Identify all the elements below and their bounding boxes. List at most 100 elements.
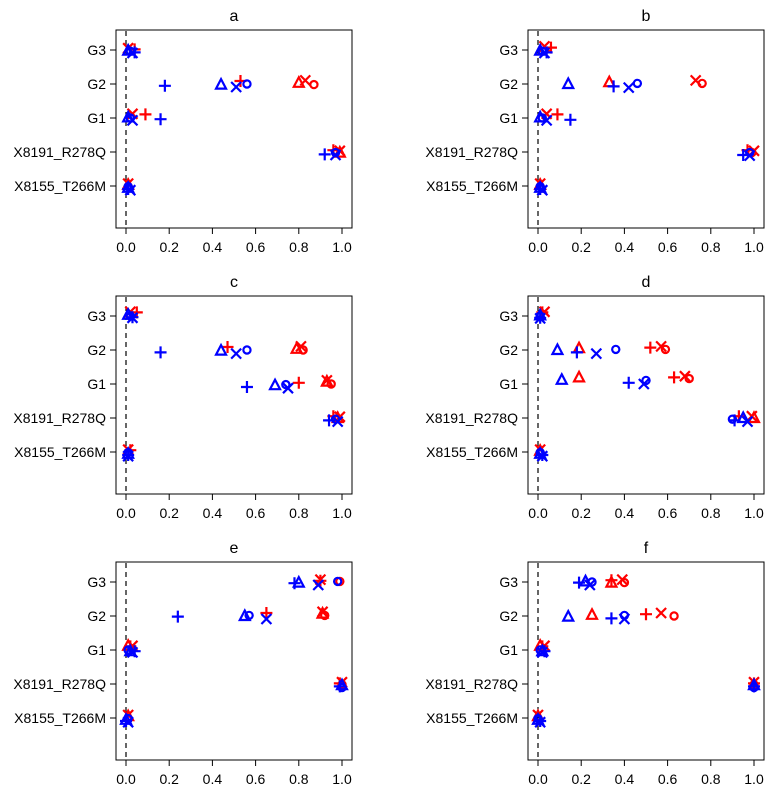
x-tick-label: 1.0 (744, 239, 764, 255)
chart-panel-d: d G3 G2 G1 X8191_R278Q X8155_T266M 0.0 0.2 0.4 0.… (425, 274, 765, 521)
y-tick-label: X8191_R278Q (425, 410, 518, 426)
x-tick-label: 0.6 (658, 505, 678, 521)
data-point-blue-triangle (561, 76, 576, 90)
data-point-red-plus (644, 341, 657, 354)
data-point-blue-cross (622, 81, 635, 94)
data-point-blue-cross (124, 184, 137, 196)
x-tick-label: 0.2 (571, 505, 591, 521)
data-point-blue-cross (536, 450, 549, 462)
data-point-blue-plus (622, 376, 635, 389)
data-point-red-triangle (572, 369, 586, 383)
x-tick-label: 0.2 (159, 239, 179, 255)
data-point-red-triangle (604, 574, 619, 588)
chart-panel-b: b G3 G2 G1 X8191_R278Q X8155_T266M 0.0 0.2 0.4 0.… (425, 8, 765, 255)
y-tick-label: G2 (499, 342, 518, 358)
data-point-blue-triangle (291, 574, 306, 588)
data-point-blue-cross (584, 579, 596, 591)
y-tick-label: X8155_T266M (426, 178, 518, 194)
data-point-red-cross (655, 340, 667, 353)
y-tick-label: G3 (499, 574, 518, 590)
data-point-blue-cross (126, 47, 139, 59)
data-point-blue-circle (727, 414, 738, 424)
x-tick-label: 1.0 (744, 505, 764, 521)
x-tick-label: 0.8 (289, 239, 309, 255)
data-point-blue-plus (538, 645, 551, 658)
data-point-red-plus (668, 371, 681, 384)
data-point-blue-cross (260, 613, 273, 625)
y-tick-label: X8191_R278Q (13, 410, 106, 426)
data-point-blue-triangle (561, 608, 576, 622)
panel-title: d (642, 274, 651, 291)
y-tick-label: G1 (87, 642, 106, 658)
x-tick-label: 0.8 (701, 771, 721, 787)
data-point-blue-circle (587, 577, 597, 587)
y-tick-label: X8191_R278Q (13, 144, 106, 160)
y-tick-label: X8191_R278Q (425, 144, 518, 160)
data-point-red-cross (679, 370, 691, 382)
data-point-red-triangle (572, 340, 586, 354)
data-point-blue-plus (288, 577, 301, 590)
x-tick-label: 0.4 (203, 771, 223, 787)
data-point-blue-cross (540, 114, 553, 127)
y-tick-label: G2 (499, 76, 518, 92)
x-tick-label: 0.0 (116, 771, 136, 787)
data-point-blue-cross (230, 81, 242, 93)
panel-title: a (230, 8, 239, 25)
y-tick-label: X8155_T266M (14, 444, 106, 460)
data-point-red-circle (326, 379, 336, 389)
data-point-blue-circle (632, 78, 643, 89)
x-tick-label: 0.2 (159, 771, 179, 787)
data-point-blue-plus (605, 612, 618, 625)
data-point-red-circle (660, 344, 671, 355)
data-point-red-circle (298, 345, 308, 355)
data-point-blue-cross (743, 149, 756, 162)
data-point-blue-triangle (214, 76, 228, 90)
x-tick-label: 1.0 (332, 771, 352, 787)
x-tick-label: 0.8 (289, 505, 309, 521)
data-point-blue-cross (534, 312, 546, 325)
x-tick-label: 0.6 (658, 239, 678, 255)
panel-title: c (230, 274, 238, 291)
x-tick-label: 0.2 (571, 239, 591, 255)
y-tick-label: G3 (499, 42, 518, 58)
data-point-red-circle (320, 610, 330, 621)
data-point-blue-plus (570, 346, 583, 359)
data-point-blue-plus (128, 645, 141, 658)
data-point-blue-circle (332, 576, 343, 587)
y-tick-label: X8191_R278Q (13, 676, 106, 692)
data-point-blue-circle (611, 344, 621, 355)
data-point-blue-circle (242, 345, 252, 355)
data-point-blue-cross (126, 114, 139, 127)
data-point-red-plus (314, 574, 327, 587)
data-point-blue-cross (534, 716, 546, 728)
data-point-blue-cross (282, 382, 294, 394)
y-tick-label: G1 (87, 376, 106, 392)
data-point-blue-plus (240, 381, 253, 393)
plot-frame (115, 295, 353, 495)
y-tick-label: X8155_T266M (14, 710, 106, 726)
data-point-blue-plus (607, 80, 620, 93)
data-point-red-plus (640, 608, 652, 621)
data-point-blue-cross (122, 716, 134, 728)
data-point-red-plus (260, 607, 273, 619)
data-point-blue-cross (741, 415, 754, 428)
data-point-blue-cross (331, 415, 344, 428)
data-point-blue-circle (749, 682, 759, 693)
data-point-blue-triangle (554, 371, 569, 385)
data-point-blue-triangle (736, 410, 751, 424)
panel-title: b (642, 8, 651, 25)
data-point-blue-cross (538, 47, 551, 59)
data-point-red-plus (551, 108, 564, 121)
x-tick-label: 0.8 (289, 771, 309, 787)
data-point-blue-circle (337, 682, 347, 693)
panel-title: e (230, 540, 239, 557)
x-tick-label: 0.4 (203, 239, 223, 255)
x-tick-label: 0.8 (701, 239, 721, 255)
y-tick-label: G2 (87, 608, 106, 624)
y-tick-label: X8155_T266M (426, 710, 518, 726)
x-tick-label: 0.0 (116, 505, 136, 521)
y-tick-label: G3 (499, 308, 518, 324)
x-tick-label: 1.0 (744, 771, 764, 787)
data-point-red-circle (697, 78, 707, 89)
